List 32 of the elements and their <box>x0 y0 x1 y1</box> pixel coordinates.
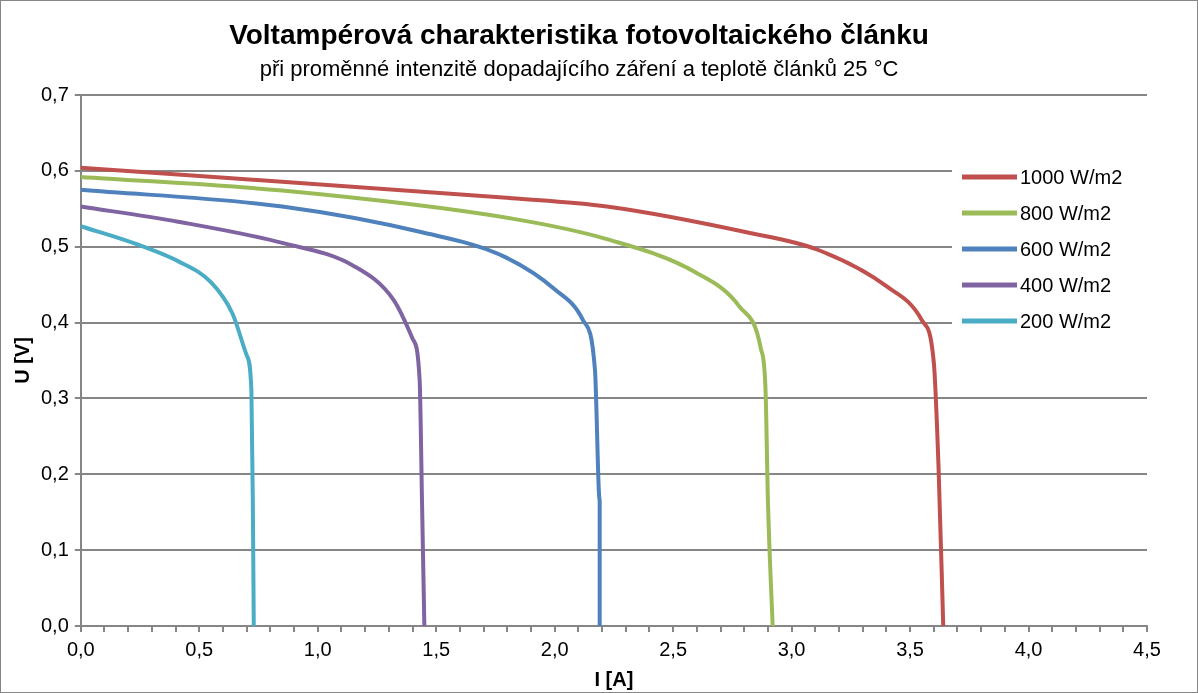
chart-title: Voltampérová charakteristika fotovoltaického článku <box>229 18 929 50</box>
line-series <box>80 165 946 626</box>
legend-label: 200 W/m2 <box>1020 309 1112 332</box>
y-tick-label: 0,3 <box>40 385 69 408</box>
legend-label: 600 W/m2 <box>1020 237 1112 260</box>
line-series <box>80 204 427 626</box>
chart-subtitle: při proměnné intenzitě dopadajícího záření a teplotě článků 25 °C <box>259 55 899 81</box>
legend-label: 800 W/m2 <box>1020 201 1112 224</box>
x-tick-label: 1,5 <box>422 637 451 660</box>
x-tick-label: 0,0 <box>66 637 95 660</box>
line-series <box>80 187 602 626</box>
y-tick-label: 0,1 <box>40 537 69 560</box>
x-tick-label: 3,0 <box>777 637 806 660</box>
line-series <box>80 224 256 626</box>
y-tick-label: 0,2 <box>40 461 69 484</box>
y-tick-label: 0,7 <box>40 82 69 105</box>
x-tick-label: 1,0 <box>303 637 332 660</box>
y-tick-label: 0,6 <box>40 158 69 181</box>
x-axis-title: I [A] <box>594 667 634 690</box>
y-tick-label: 0,5 <box>40 234 69 257</box>
line-series <box>80 174 775 626</box>
y-tick-label: 0,0 <box>40 613 69 636</box>
y-axis-title: U [V] <box>10 337 33 384</box>
y-tick-label: 0,4 <box>40 310 69 333</box>
x-tick-label: 3,5 <box>896 637 924 660</box>
x-tick-label: 0,5 <box>185 637 214 660</box>
x-tick-label: 2,0 <box>540 637 569 660</box>
legend-label: 1000 W/m2 <box>1020 165 1123 188</box>
x-tick-label: 4,5 <box>1133 637 1161 660</box>
legend-label: 400 W/m2 <box>1020 273 1112 296</box>
x-tick-label: 2,5 <box>659 637 688 660</box>
x-tick-label: 4,0 <box>1014 637 1043 660</box>
